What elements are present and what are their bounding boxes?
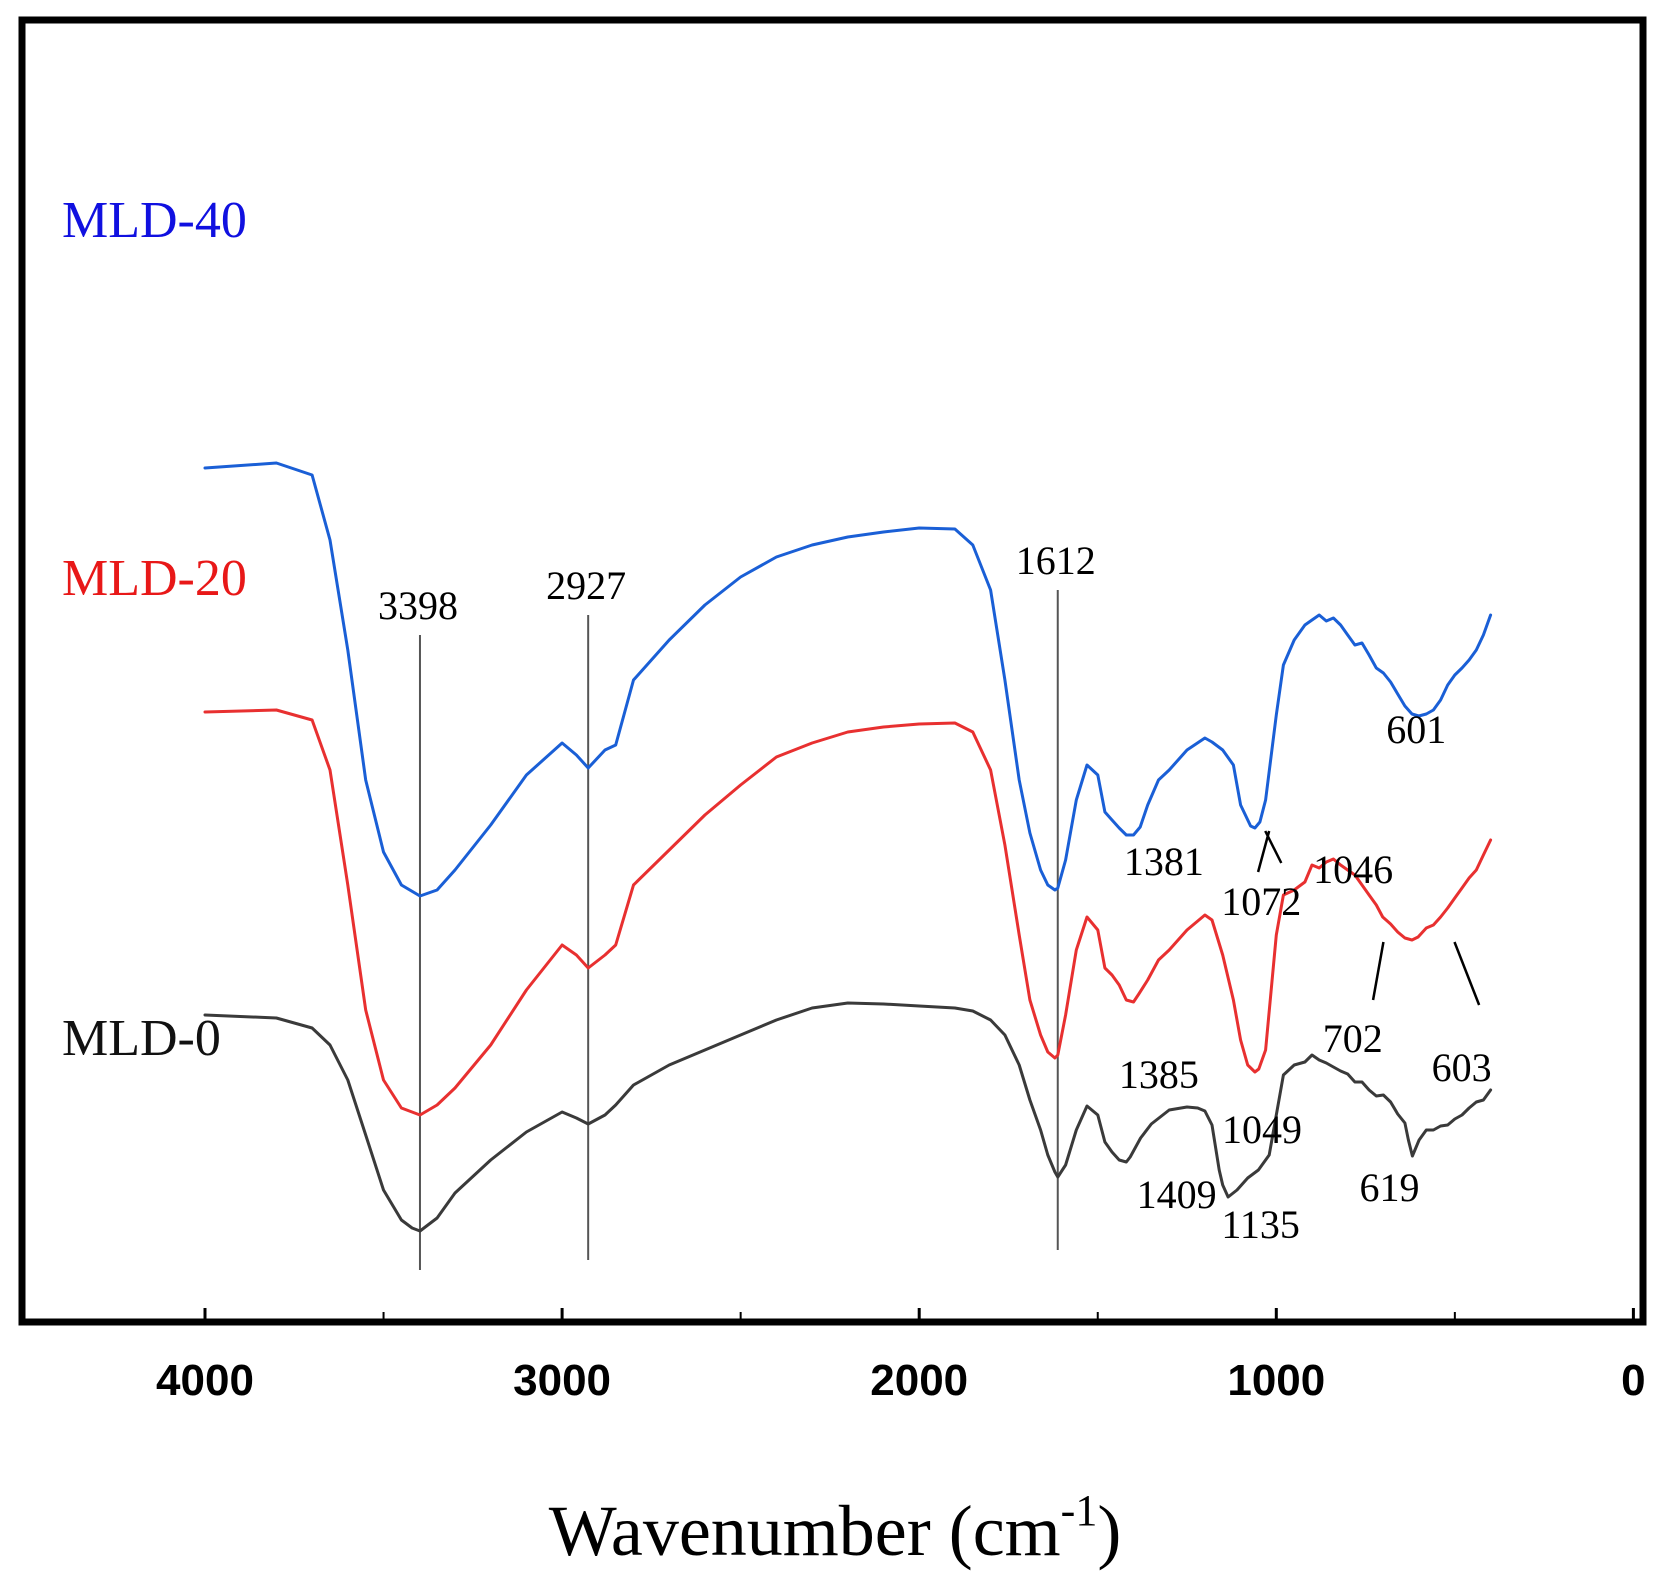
series-line-mld-20 <box>203 708 1493 1117</box>
series-label-mld-40: MLD-40 <box>62 192 247 249</box>
leader-lines <box>1256 830 1481 1006</box>
x-axis-title: Wavenumber (cm-1) <box>549 1486 1122 1571</box>
leader-line-1 <box>1264 830 1283 864</box>
series-line-mld-40 <box>203 461 1493 898</box>
x-tick-label-0: 0 <box>1621 1356 1645 1405</box>
x-axis-title-close: ) <box>1097 1491 1121 1571</box>
peak-label-603: 603 <box>1432 1045 1492 1090</box>
peak-label-1049: 1049 <box>1222 1107 1302 1152</box>
plot-frame <box>18 16 1647 1326</box>
leader-line-3 <box>1453 941 1481 1006</box>
series-label-mld-0: MLD-0 <box>62 1010 221 1067</box>
x-tick-label-4000: 4000 <box>156 1356 254 1405</box>
peak-label-1409: 1409 <box>1137 1172 1217 1217</box>
series-group <box>203 461 1493 1233</box>
peak-label-1072: 1072 <box>1221 879 1301 924</box>
series-labels: MLD-40 MLD-20 MLD-0 <box>62 192 247 1067</box>
reference-lines <box>418 590 1059 1270</box>
x-ticks <box>203 1308 1635 1322</box>
peak-label-1135: 1135 <box>1221 1202 1300 1247</box>
peak-label-3398: 3398 <box>378 583 458 628</box>
peak-label-702: 702 <box>1323 1016 1383 1061</box>
peak-label-1381: 1381 <box>1124 839 1204 884</box>
peak-label-1385: 1385 <box>1119 1052 1199 1097</box>
x-tick-labels: 4000 3000 2000 1000 0 <box>156 1356 1646 1405</box>
series-line-mld-0 <box>203 1001 1493 1233</box>
peak-annotations: 3398 2927 1612 1381 1072 1046 601 1385 1049 702 60… <box>378 538 1492 1247</box>
x-tick-label-2000: 2000 <box>870 1356 968 1405</box>
x-axis-title-main: Wavenumber (cm <box>549 1491 1061 1571</box>
peak-label-619: 619 <box>1360 1165 1420 1210</box>
x-tick-label-1000: 1000 <box>1227 1356 1325 1405</box>
peak-label-1612: 1612 <box>1016 538 1096 583</box>
series-label-mld-20: MLD-20 <box>62 550 247 607</box>
peak-label-601: 601 <box>1386 707 1446 752</box>
peak-label-1046: 1046 <box>1313 847 1393 892</box>
peak-label-2927: 2927 <box>546 563 626 608</box>
x-tick-label-3000: 3000 <box>513 1356 611 1405</box>
x-axis-title-superscript: -1 <box>1061 1486 1098 1535</box>
leader-line-2 <box>1371 941 1385 1001</box>
